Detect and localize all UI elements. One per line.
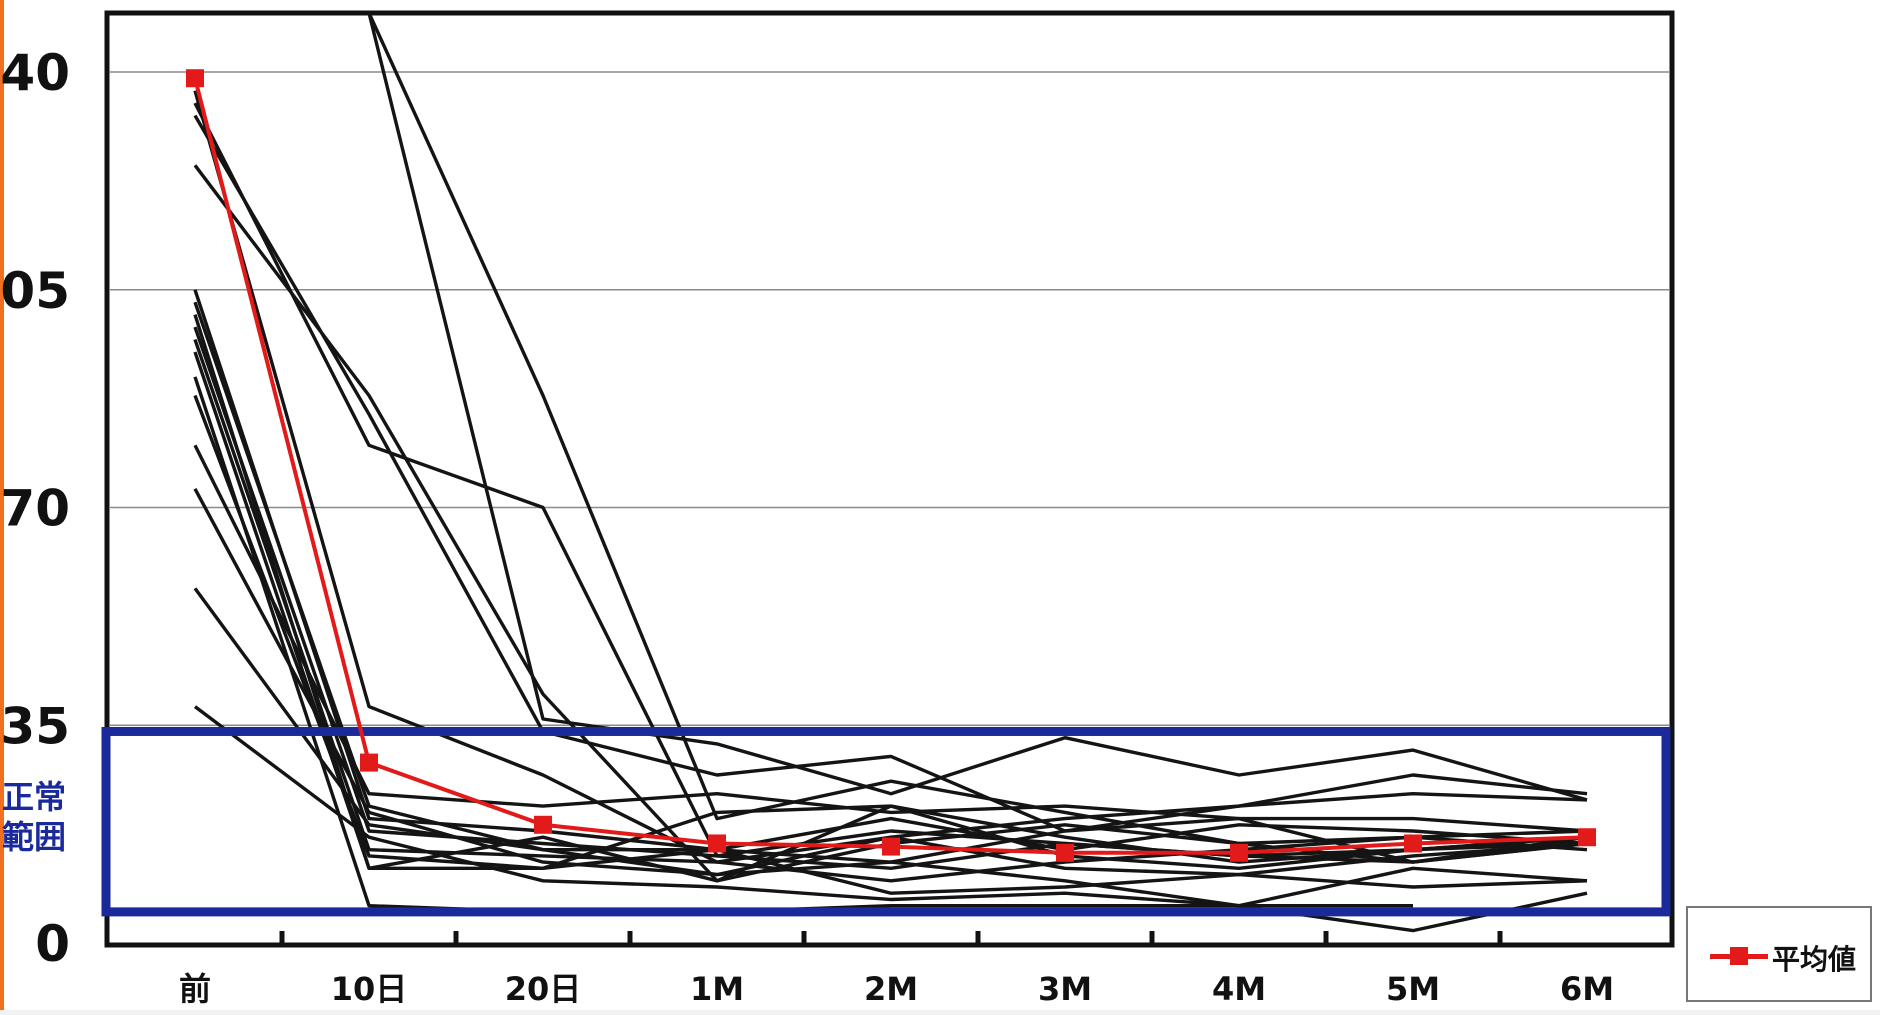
series-line-10 bbox=[193, 326, 1588, 870]
mean-point-3 bbox=[708, 834, 726, 853]
series-line-3 bbox=[193, 102, 1588, 864]
normal-range-band bbox=[101, 726, 1671, 917]
x-tick-label-0: 前 bbox=[179, 970, 211, 1008]
y-tick-label-35: 35 bbox=[0, 697, 70, 755]
mean-point-7 bbox=[1404, 834, 1422, 853]
x-tick-label-1: 10日 bbox=[331, 970, 408, 1008]
mean-point-1 bbox=[360, 753, 378, 772]
normal-range-rect bbox=[101, 726, 1671, 917]
series-line-13 bbox=[193, 394, 1588, 870]
series-line-15 bbox=[193, 487, 1588, 908]
x-tick-label-6: 4M bbox=[1212, 970, 1266, 1008]
y-tick-label-140: 140 bbox=[0, 44, 70, 102]
gridlines bbox=[110, 71, 1669, 726]
series-lines bbox=[193, 12, 1588, 933]
mean-point-2 bbox=[534, 815, 552, 834]
bottom-band bbox=[0, 1010, 1880, 1015]
legend: 平均値 bbox=[1686, 906, 1872, 1002]
y-tick-label-70: 70 bbox=[0, 480, 70, 538]
x-tick-label-3: 1M bbox=[690, 970, 744, 1008]
mean-point-6 bbox=[1230, 843, 1248, 862]
axes: 0 35 70 105 140 前 10日 20日 1M 2M 3M 4M 5M 6M bbox=[0, 44, 1614, 1008]
normal-range-label-line2: 範囲 bbox=[2, 818, 66, 856]
x-tick-label-7: 5M bbox=[1386, 970, 1440, 1008]
series-line-17 bbox=[193, 705, 1413, 908]
mean-point-5 bbox=[1056, 843, 1074, 862]
series-line-9 bbox=[193, 314, 1588, 870]
legend-square-marker bbox=[1730, 947, 1748, 965]
mean-point-0 bbox=[186, 69, 204, 88]
x-tick-label-2: 20日 bbox=[505, 970, 582, 1008]
mean-point-4 bbox=[882, 837, 900, 856]
normal-range-label-line1: 正常 bbox=[2, 778, 66, 816]
x-tick-label-8: 6M bbox=[1560, 970, 1614, 1008]
series-line-5 bbox=[193, 114, 1588, 833]
right-margin bbox=[1688, 0, 1880, 1015]
y-tick-label-105: 105 bbox=[0, 262, 70, 320]
series-line-16 bbox=[193, 587, 1588, 895]
mean-series bbox=[186, 69, 1596, 862]
x-tick-label-4: 2M bbox=[864, 970, 918, 1008]
mean-point-8 bbox=[1578, 828, 1596, 847]
x-tick-label-5: 3M bbox=[1038, 970, 1092, 1008]
legend-label-mean: 平均値 bbox=[1772, 943, 1857, 976]
left-accent-strip bbox=[0, 0, 4, 1015]
y-tick-label-0: 0 bbox=[35, 915, 70, 973]
series-line-8 bbox=[193, 301, 1588, 877]
